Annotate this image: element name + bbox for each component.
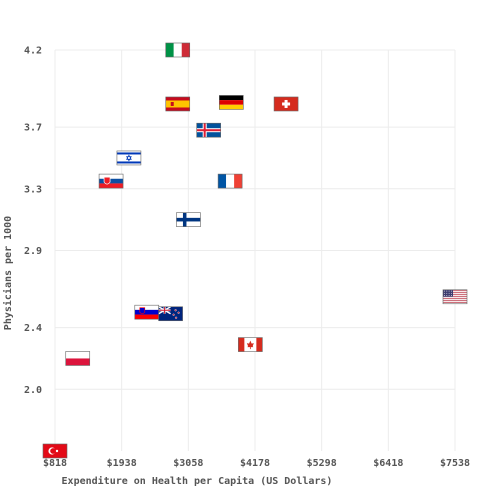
data-point-new-zealand-flag	[158, 306, 183, 322]
y-tick-label: 2.9	[24, 246, 42, 257]
x-tick-label: $5298	[307, 458, 337, 469]
data-point-iceland-flag	[196, 122, 221, 138]
data-point-france-flag	[217, 173, 243, 189]
data-point-turkey-flag	[42, 443, 68, 459]
x-tick-label: $6418	[373, 458, 403, 469]
data-point-poland-flag	[65, 351, 91, 366]
y-tick-label: 2.0	[24, 385, 42, 396]
x-axis-title: Expenditure on Health per Capita (US Dol…	[62, 475, 333, 487]
x-tick-label: $7538	[440, 458, 470, 469]
x-tick-label: $4178	[240, 458, 270, 469]
y-tick-label: 3.7	[24, 123, 42, 134]
x-tick-label: $3058	[173, 458, 203, 469]
data-point-israel-flag	[116, 150, 142, 166]
y-tick-label: 4.2	[24, 46, 42, 57]
y-axis-title: Physicians per 1000	[2, 216, 14, 330]
x-axis-ticks: $818 $1938 $3058 $4178 $5298 $6418 $7538	[43, 458, 470, 469]
data-point-germany-flag	[219, 95, 244, 110]
data-point-united-states-flag	[442, 289, 468, 305]
grid-lines	[54, 49, 456, 451]
data-points	[42, 42, 468, 459]
data-point-spain-flag	[165, 96, 191, 112]
data-point-switzerland-flag	[273, 96, 299, 112]
data-point-finland-flag	[176, 212, 201, 227]
data-point-italy-flag	[165, 42, 191, 58]
data-point-slovenia-flag	[134, 304, 160, 320]
data-point-slovakia-flag	[98, 173, 124, 189]
y-tick-label: 3.3	[24, 184, 42, 195]
y-tick-label: 2.4	[24, 323, 42, 334]
y-axis-ticks: 2.0 2.4 2.9 3.3 3.7 4.2	[24, 46, 42, 396]
x-tick-label: $1938	[107, 458, 137, 469]
x-tick-label: $818	[43, 458, 67, 469]
data-point-canada-flag	[238, 337, 263, 352]
